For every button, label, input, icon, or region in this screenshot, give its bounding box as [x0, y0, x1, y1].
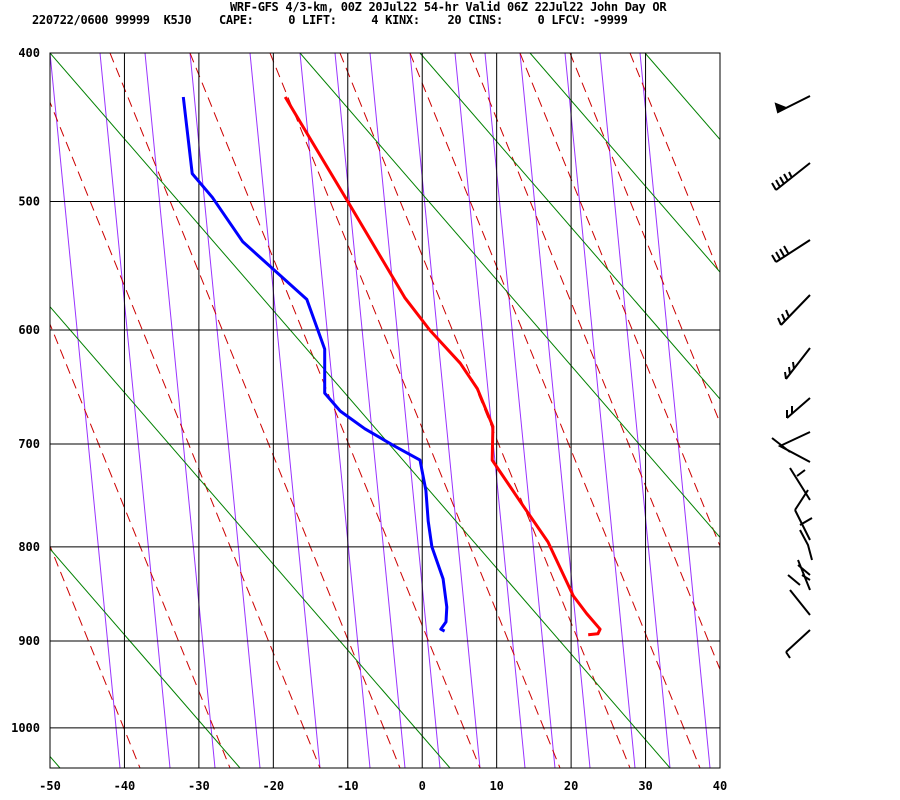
mixing-ratio-line	[334, 53, 406, 768]
wind-barb	[771, 162, 811, 191]
y-tick-label: 500	[18, 194, 40, 208]
mixing-ratio-line	[99, 53, 171, 768]
wind-barb	[786, 397, 811, 419]
mixing-ratio-line	[409, 53, 481, 768]
y-tick-label: 600	[18, 323, 40, 337]
dry-adiabat-line	[50, 305, 451, 768]
x-tick-label: -30	[188, 779, 210, 793]
sounding-indices: 220722/0600 99999 K5J0 CAPE: 0 LIFT: 4 K…	[32, 13, 628, 27]
dry-adiabat-line	[50, 755, 61, 768]
temperature-trace	[283, 96, 602, 637]
plot-frame	[49, 52, 721, 769]
mixing-ratio-line	[454, 53, 526, 768]
x-tick-label: -50	[39, 779, 61, 793]
x-tick-label: -20	[262, 779, 284, 793]
moist-adiabat-line	[519, 53, 720, 548]
moist-adiabat-line	[50, 100, 321, 768]
x-tick-label: 0	[419, 779, 426, 793]
dry-adiabat-line	[50, 548, 241, 768]
y-tick-label: 1000	[11, 721, 40, 735]
moist-adiabat-line	[0, 53, 40, 768]
x-tick-label: 40	[713, 779, 727, 793]
dry-adiabat-line	[419, 53, 720, 400]
wind-barb	[785, 629, 811, 659]
x-tick-label: 10	[489, 779, 503, 793]
wind-barbs	[771, 95, 813, 659]
wind-barb	[771, 431, 811, 463]
mixing-ratio-line	[144, 53, 216, 768]
x-tick-label: -40	[114, 779, 136, 793]
chart-title: WRF-GFS 4/3-km, 00Z 20Jul22 54-hr Valid …	[230, 0, 667, 14]
mixing-ratio-line	[484, 53, 556, 768]
x-tick-label: 20	[564, 779, 578, 793]
dry-adiabat-line	[299, 53, 720, 539]
wind-barb	[784, 347, 811, 380]
moist-adiabat-line	[189, 53, 481, 768]
wind-barb	[797, 559, 811, 591]
wind-barb	[771, 239, 811, 263]
wind-barb	[787, 574, 811, 616]
mixing-ratio-line	[599, 53, 671, 768]
wind-barb	[777, 294, 811, 326]
moist-adiabat-line	[409, 53, 701, 768]
mixing-ratio-line	[249, 53, 321, 768]
mixing-ratio-line	[639, 53, 711, 768]
mixing-ratio-line	[564, 53, 636, 768]
moist-adiabat-line	[629, 53, 720, 277]
moist-adiabat-line	[109, 53, 401, 768]
mixing-ratio-line	[369, 53, 441, 768]
y-tick-label: 700	[18, 437, 40, 451]
mixing-ratio-line	[189, 53, 261, 768]
moist-adiabat-line	[269, 53, 561, 768]
wind-barb	[789, 467, 811, 511]
dry-adiabat-line	[50, 53, 671, 768]
y-tick-label: 800	[18, 540, 40, 554]
y-tick-label: 900	[18, 634, 40, 648]
moist-adiabat-line	[569, 53, 720, 425]
moist-adiabat-line	[50, 322, 231, 768]
wind-barb	[774, 95, 811, 114]
x-tick-label: 30	[638, 779, 652, 793]
moist-adiabat-line	[50, 544, 141, 768]
wind-barb	[794, 509, 813, 561]
moist-adiabat-line	[469, 53, 720, 671]
x-tick-label: -10	[337, 779, 359, 793]
y-tick-label: 400	[18, 46, 40, 60]
dry-adiabat-line	[529, 53, 720, 273]
dry-adiabat-line	[644, 53, 720, 141]
